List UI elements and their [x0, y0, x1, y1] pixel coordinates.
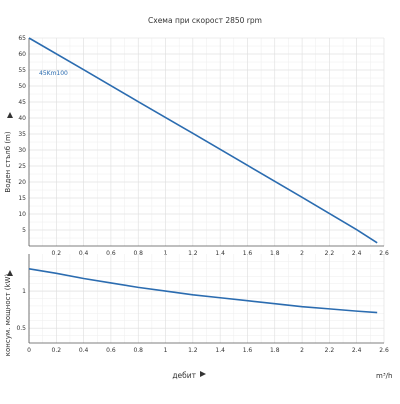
- head-x-tick-label: 1.6: [243, 250, 253, 257]
- power-axis-arrow-icon: [7, 270, 13, 276]
- power-series-line: [28, 268, 378, 314]
- head-axis-arrow-icon: [7, 112, 13, 118]
- head-plot: 0.2 0.4 0.6 0.8 1 1.2 1.4 1.6 1.8 2 2.2 2.4 2.6 5 10 15…: [18, 35, 389, 257]
- head-x-tick-label: 0.2: [52, 250, 62, 257]
- head-x-tick-label: 0.6: [106, 250, 116, 257]
- head-x-tick-label: 2.2: [325, 250, 335, 257]
- head-y-tick-label: 10: [18, 211, 26, 218]
- power-x-tick-label: 2: [300, 347, 304, 354]
- head-y-tick-label: 40: [18, 115, 26, 122]
- power-x-tick-label: 1.6: [243, 347, 253, 354]
- power-axis-label: консум. мощност (kW): [4, 274, 12, 357]
- power-x-tick-label: 1: [164, 347, 168, 354]
- head-x-tick-label: 2.4: [352, 250, 362, 257]
- power-x-tick-label: 0: [27, 347, 31, 354]
- head-y-tick-label: 35: [18, 131, 26, 138]
- power-x-tick-label: 2.6: [379, 347, 389, 354]
- power-y-tick-label: 1: [22, 288, 26, 295]
- head-series-line: [28, 37, 378, 244]
- power-x-tick-label: 0.6: [106, 347, 116, 354]
- head-x-tick-label: 1.4: [215, 250, 225, 257]
- power-x-tick-label: 0.2: [52, 347, 62, 354]
- flow-unit-label: m³/h: [376, 372, 392, 380]
- head-x-tick-label: 1.2: [188, 250, 198, 257]
- head-series-label: 45Km100: [39, 70, 68, 77]
- power-x-tick-label: 1.4: [215, 347, 225, 354]
- power-x-tick-label: 0.4: [79, 347, 89, 354]
- head-y-tick-label: 65: [18, 35, 26, 42]
- head-y-tick-label: 15: [18, 195, 26, 202]
- power-x-tick-label: 2.2: [325, 347, 335, 354]
- head-x-tick-label: 1: [164, 250, 168, 257]
- head-x-tick-label: 1.8: [270, 250, 280, 257]
- head-y-tick-label: 50: [18, 83, 26, 90]
- chart-title: Схема при скорост 2850 rpm: [148, 16, 262, 25]
- head-x-tick-label: 0.4: [79, 250, 89, 257]
- flow-axis-label: дебит: [172, 371, 196, 380]
- head-y-tick-label: 30: [18, 147, 26, 154]
- power-x-tick-label: 0.8: [133, 347, 143, 354]
- head-y-tick-label: 20: [18, 179, 26, 186]
- head-y-tick-label: 45: [18, 99, 26, 106]
- flow-axis-arrow-icon: [200, 371, 206, 377]
- head-x-tick-label: 2.6: [379, 250, 389, 257]
- head-y-tick-label: 55: [18, 67, 26, 74]
- head-y-tick-label: 5: [22, 227, 26, 234]
- head-y-tick-label: 25: [18, 163, 26, 170]
- power-plot: 0 0.2 0.4 0.6 0.8 1 1.2 1.4 1.6 1.8 2 2.2 2.4 2.6 0.5 1: [16, 254, 389, 354]
- power-y-tick-label: 0.5: [16, 325, 26, 332]
- head-x-tick-label: 0.8: [133, 250, 143, 257]
- head-x-tick-label: 2: [300, 250, 304, 257]
- head-axis-label: Воден стълб (m): [4, 131, 12, 192]
- power-x-tick-label: 1.2: [188, 347, 198, 354]
- power-x-tick-label: 2.4: [352, 347, 362, 354]
- head-y-tick-label: 60: [18, 51, 26, 58]
- power-x-tick-label: 1.8: [270, 347, 280, 354]
